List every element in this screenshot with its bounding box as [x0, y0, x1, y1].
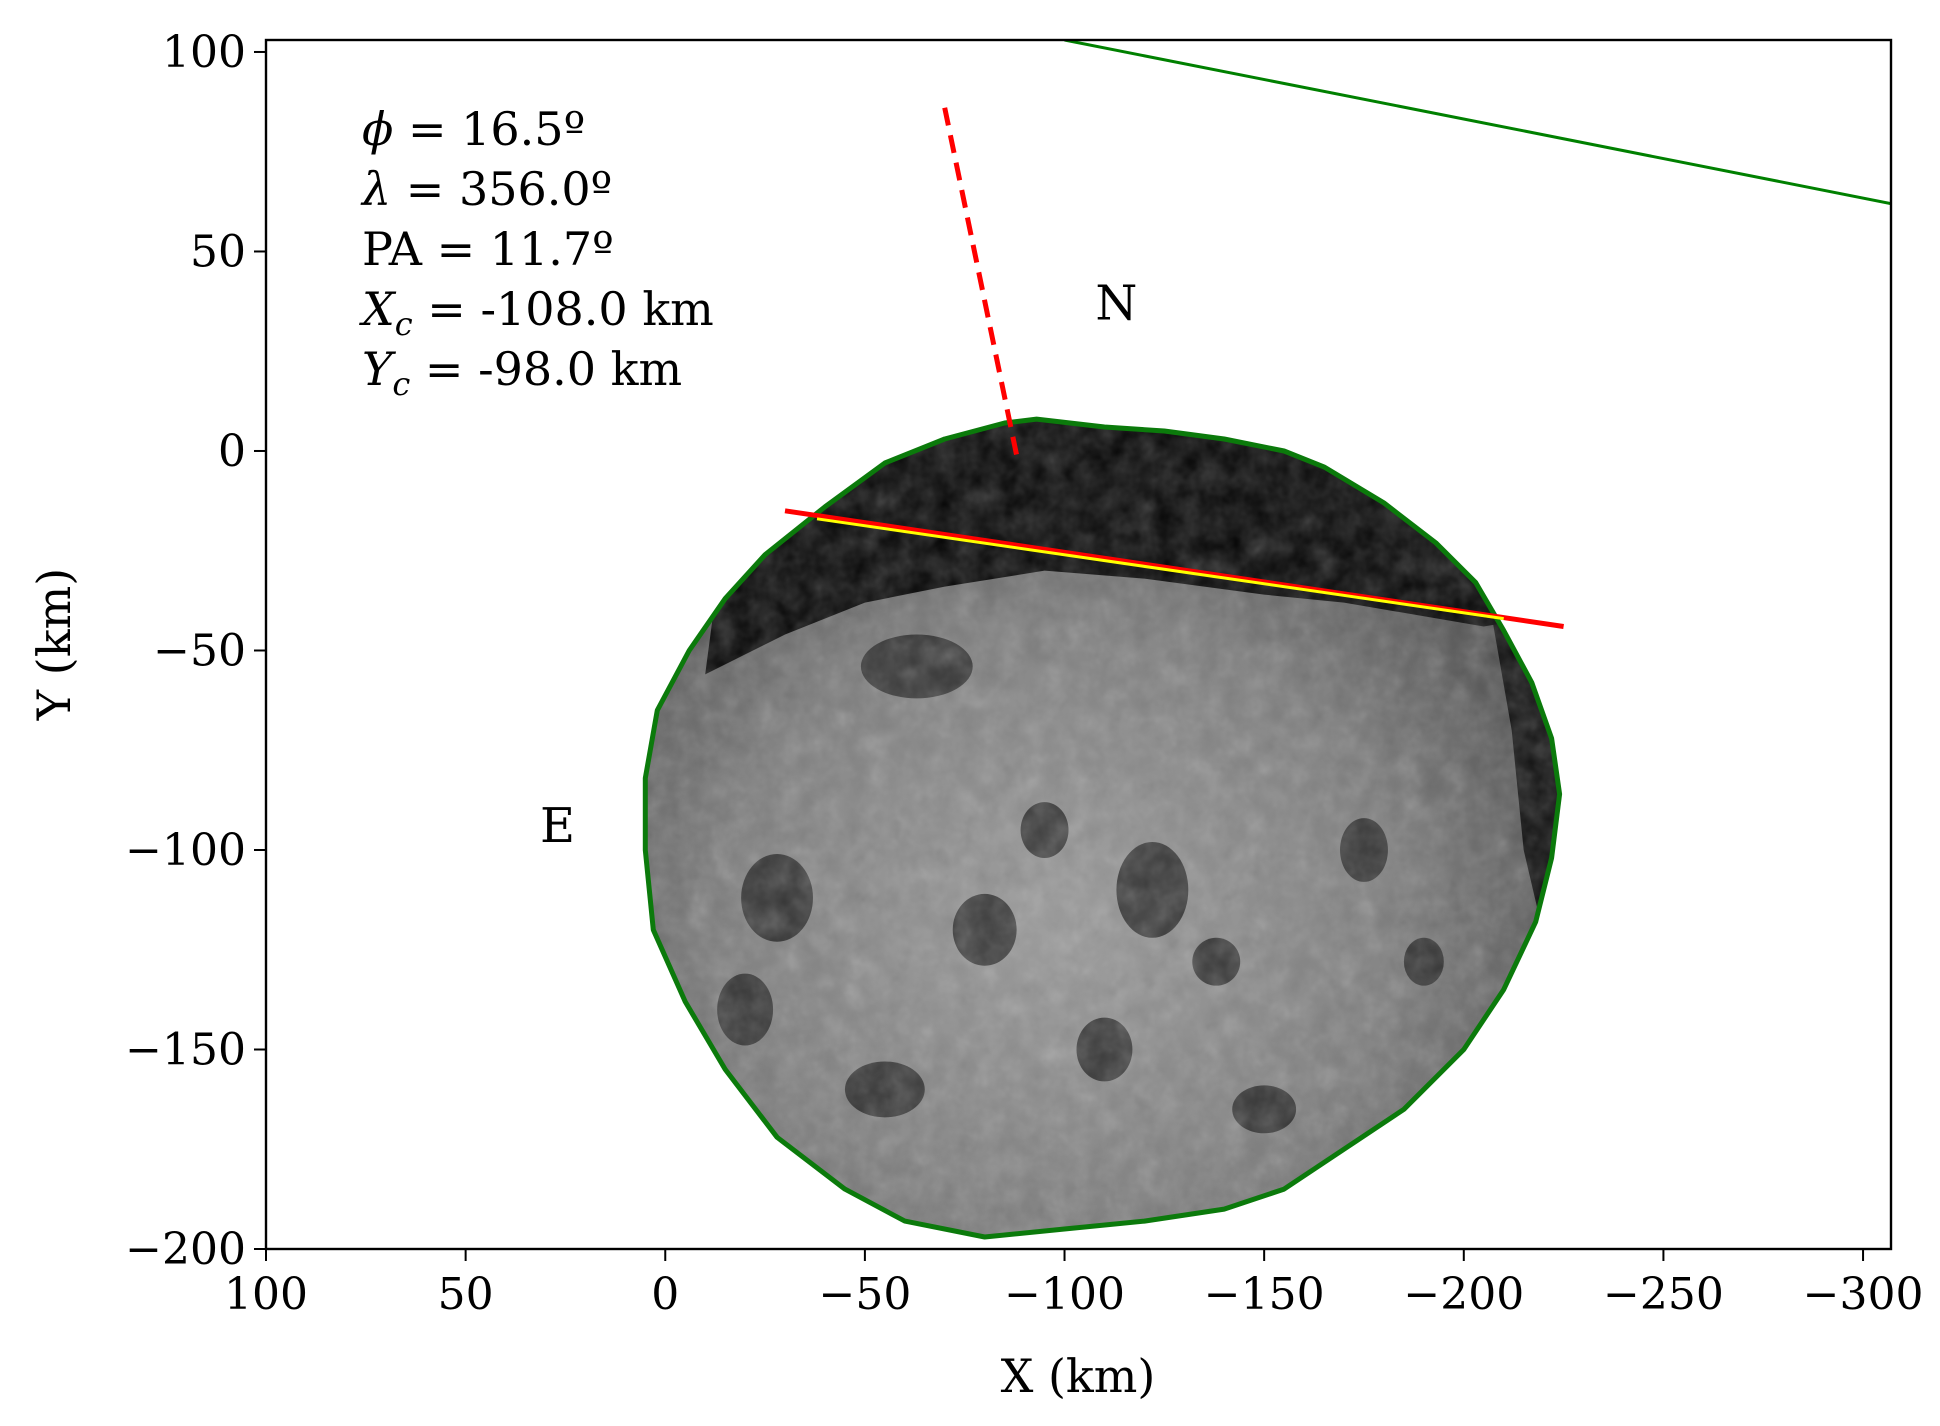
y-tick-label: 50	[190, 226, 246, 277]
x-tick-label: −50	[818, 1269, 911, 1320]
x-tick-label: −300	[1803, 1269, 1924, 1320]
plot-frame	[264, 38, 1893, 1251]
y-tick-label: 100	[162, 27, 246, 78]
east-label: E	[540, 798, 575, 854]
x-tick-label: −100	[1004, 1269, 1125, 1320]
annotation-line: λ = 356.0º	[360, 162, 612, 216]
surface-noise	[645, 419, 1560, 1238]
annotation-line: ϕ = 16.5º	[362, 102, 585, 156]
series-line-1	[1064, 40, 1891, 206]
x-tick-label: −200	[1403, 1269, 1524, 1320]
y-axis: 100 50 0 −50 −100 −150 −200	[125, 27, 266, 1275]
y-axis-title: Y (km)	[27, 568, 81, 721]
surface-texture	[645, 419, 1560, 1238]
north-label: N	[1095, 275, 1137, 331]
limb-outline	[642, 416, 1563, 1240]
x-tick-label: 100	[224, 1269, 308, 1320]
annotation-line: Yc = -98.0 km	[362, 342, 682, 403]
plot-area	[642, 40, 1891, 1240]
series-line-2	[942, 107, 1020, 456]
y-tick-label: −100	[125, 825, 246, 876]
y-tick-label: 0	[218, 426, 246, 477]
y-tick-label: −50	[153, 625, 246, 676]
annotation-line: Xc = -108.0 km	[359, 282, 714, 343]
x-tick-label: −150	[1204, 1269, 1325, 1320]
series-layer	[784, 40, 1891, 629]
x-axis-title: X (km)	[1001, 1349, 1156, 1403]
series-line-4	[816, 517, 1504, 621]
x-axis: 100 50 0 −50 −100 −150 −200 −250 −300	[224, 1249, 1923, 1320]
y-tick-label: −150	[125, 1024, 246, 1075]
x-tick-label: 50	[438, 1269, 494, 1320]
y-tick-label: −200	[125, 1224, 246, 1275]
annotation-line: PA = 11.7º	[362, 222, 614, 276]
x-tick-label: −250	[1603, 1269, 1724, 1320]
asteroid-shape-model	[642, 416, 1563, 1240]
geometry-annotations: ϕ = 16.5º λ = 356.0º PA = 11.7º Xc = -108.0…	[359, 102, 714, 403]
x-tick-label: 0	[651, 1269, 679, 1320]
